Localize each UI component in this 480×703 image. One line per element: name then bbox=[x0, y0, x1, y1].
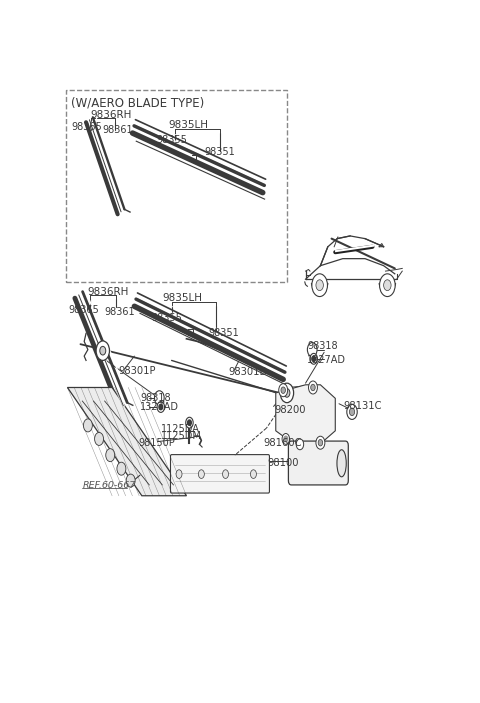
Text: 98318: 98318 bbox=[307, 341, 338, 351]
Text: 98361: 98361 bbox=[104, 307, 134, 317]
Text: 1327AD: 1327AD bbox=[140, 402, 179, 412]
Text: 98351: 98351 bbox=[204, 147, 235, 157]
FancyBboxPatch shape bbox=[170, 455, 269, 493]
Text: 9835LH: 9835LH bbox=[168, 120, 208, 130]
Circle shape bbox=[316, 436, 325, 449]
Circle shape bbox=[96, 341, 109, 361]
Circle shape bbox=[347, 404, 357, 420]
Circle shape bbox=[281, 387, 286, 394]
Text: (W/AERO BLADE TYPE): (W/AERO BLADE TYPE) bbox=[71, 97, 204, 110]
Text: 98361: 98361 bbox=[103, 125, 133, 135]
Circle shape bbox=[159, 404, 163, 410]
Circle shape bbox=[380, 274, 395, 297]
Polygon shape bbox=[276, 385, 335, 447]
Circle shape bbox=[223, 470, 228, 479]
Text: REF.60-667: REF.60-667 bbox=[83, 481, 135, 490]
Circle shape bbox=[316, 280, 324, 290]
Circle shape bbox=[310, 354, 317, 364]
Circle shape bbox=[126, 474, 135, 487]
Text: 98355: 98355 bbox=[151, 314, 182, 323]
Text: 9835LH: 9835LH bbox=[162, 293, 202, 303]
Circle shape bbox=[106, 449, 115, 462]
Text: 98365: 98365 bbox=[71, 122, 102, 132]
Circle shape bbox=[312, 274, 327, 297]
Text: 1125DM: 1125DM bbox=[161, 431, 202, 441]
Text: 9836RH: 9836RH bbox=[91, 110, 132, 120]
Text: 98351: 98351 bbox=[208, 328, 239, 338]
Circle shape bbox=[284, 389, 290, 397]
Text: 98131C: 98131C bbox=[344, 401, 382, 411]
Text: 1125DA: 1125DA bbox=[161, 424, 200, 434]
Circle shape bbox=[307, 342, 317, 356]
Circle shape bbox=[95, 432, 104, 446]
Circle shape bbox=[349, 408, 355, 415]
Text: 98365: 98365 bbox=[68, 304, 99, 314]
Circle shape bbox=[280, 383, 294, 403]
Circle shape bbox=[84, 419, 92, 432]
Text: 98100: 98100 bbox=[267, 458, 299, 468]
Polygon shape bbox=[67, 387, 186, 496]
Text: 98355: 98355 bbox=[156, 134, 187, 145]
Text: 9836RH: 9836RH bbox=[87, 287, 129, 297]
Text: 98318: 98318 bbox=[140, 393, 170, 403]
Circle shape bbox=[311, 385, 315, 391]
Circle shape bbox=[186, 418, 193, 428]
Text: 98200: 98200 bbox=[274, 405, 305, 415]
Circle shape bbox=[176, 470, 182, 479]
Ellipse shape bbox=[337, 450, 346, 477]
FancyBboxPatch shape bbox=[288, 441, 348, 485]
Circle shape bbox=[100, 347, 106, 355]
Circle shape bbox=[384, 280, 391, 290]
Circle shape bbox=[117, 462, 126, 475]
Circle shape bbox=[318, 439, 323, 446]
Circle shape bbox=[312, 356, 315, 361]
Circle shape bbox=[155, 391, 164, 405]
Circle shape bbox=[188, 420, 192, 425]
Circle shape bbox=[309, 381, 317, 394]
Circle shape bbox=[279, 384, 288, 396]
Text: 98160C: 98160C bbox=[264, 438, 302, 449]
Circle shape bbox=[296, 439, 304, 450]
Text: 98301P: 98301P bbox=[119, 366, 156, 376]
Circle shape bbox=[284, 436, 288, 441]
Text: 98301D: 98301D bbox=[228, 368, 268, 378]
Circle shape bbox=[282, 434, 289, 444]
Text: 98150P: 98150P bbox=[138, 438, 175, 448]
Circle shape bbox=[157, 401, 165, 413]
Text: 1327AD: 1327AD bbox=[307, 356, 347, 366]
Circle shape bbox=[198, 470, 204, 479]
Circle shape bbox=[251, 470, 256, 479]
